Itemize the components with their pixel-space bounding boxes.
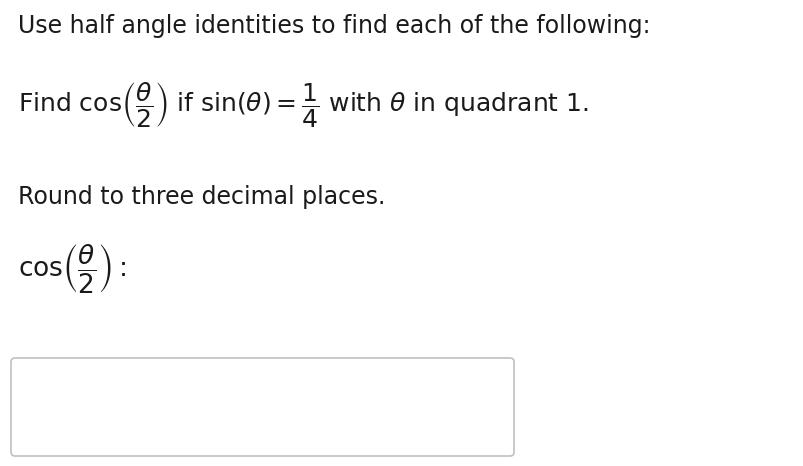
Text: Use half angle identities to find each of the following:: Use half angle identities to find each o… — [18, 14, 650, 38]
Text: Find $\cos\!\left(\dfrac{\theta}{2}\right)$ if $\sin(\theta) = \dfrac{1}{4}$ wit: Find $\cos\!\left(\dfrac{\theta}{2}\righ… — [18, 80, 588, 129]
Text: $\cos\!\left(\dfrac{\theta}{2}\right):$: $\cos\!\left(\dfrac{\theta}{2}\right):$ — [18, 242, 126, 295]
FancyBboxPatch shape — [11, 358, 513, 456]
Text: Round to three decimal places.: Round to three decimal places. — [18, 185, 385, 209]
